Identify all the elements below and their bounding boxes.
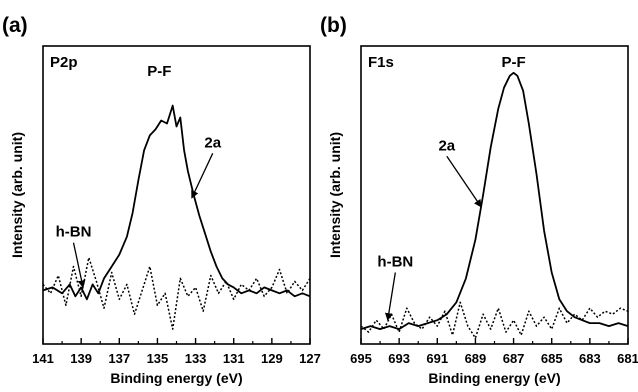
annotation-2a-b: 2a bbox=[438, 137, 455, 154]
x-tick-label-a: 129 bbox=[261, 351, 283, 366]
series-dotted-line-a bbox=[42, 256, 311, 330]
x-tick-label-b: 691 bbox=[426, 351, 448, 366]
annotation-h-bn-a: h-BN bbox=[56, 224, 92, 241]
annotation-arrow-2a-b bbox=[446, 155, 482, 208]
x-tick-label-a: 131 bbox=[223, 351, 245, 366]
plot-frame-a bbox=[42, 45, 311, 345]
x-tick-label-a: 137 bbox=[108, 351, 130, 366]
annotation-2a-a: 2a bbox=[204, 134, 221, 151]
annotation-arrow-h-bn-b bbox=[384, 272, 396, 321]
x-tick-label-a: 139 bbox=[70, 351, 92, 366]
x-tick-label-b: 683 bbox=[579, 351, 601, 366]
x-tick-label-b: 693 bbox=[388, 351, 410, 366]
annotation-arrow-2a-a bbox=[191, 153, 214, 199]
x-axis-label-a: Binding energy (eV) bbox=[110, 370, 242, 386]
x-tick-label-b: 689 bbox=[465, 351, 487, 366]
y-axis-label-b: Intensity (arb. unit) bbox=[327, 132, 343, 258]
panel-title-a: P2p bbox=[50, 54, 78, 71]
panel-label-a: (a) bbox=[2, 14, 28, 37]
panel-label-b: (b) bbox=[320, 14, 347, 37]
annotation-p-f-a: P-F bbox=[147, 63, 171, 80]
x-tick-label-b: 687 bbox=[503, 351, 525, 366]
series-solid-line-b bbox=[360, 71, 629, 331]
x-tick-label-a: 135 bbox=[147, 351, 169, 366]
series-solid-line-a bbox=[42, 104, 311, 301]
panel-title-b: F1s bbox=[368, 54, 394, 71]
annotation-arrow-h-bn-a bbox=[72, 242, 86, 289]
plot-frame-b bbox=[360, 45, 629, 345]
series-dotted-line-b bbox=[360, 301, 629, 339]
x-tick-label-a: 141 bbox=[32, 351, 54, 366]
x-tick-label-b: 685 bbox=[541, 351, 563, 366]
x-tick-label-a: 133 bbox=[185, 351, 207, 366]
x-tick-label-a: 127 bbox=[299, 351, 321, 366]
annotation-h-bn-b: h-BN bbox=[377, 254, 413, 271]
x-tick-label-b: 681 bbox=[617, 351, 638, 366]
annotation-p-f-b: P-F bbox=[501, 54, 525, 71]
x-axis-label-b: Binding energy (eV) bbox=[428, 370, 560, 386]
x-tick-label-b: 695 bbox=[350, 351, 372, 366]
y-axis-label-a: Intensity (arb. unit) bbox=[9, 132, 25, 258]
